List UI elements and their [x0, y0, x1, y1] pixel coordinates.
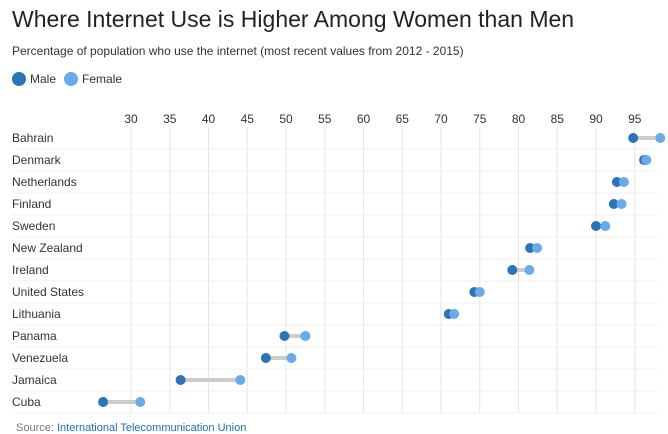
- x-tick-label-70: 70: [434, 112, 448, 126]
- male-point-panama: [279, 331, 290, 341]
- category-label-netherlands: Netherlands: [12, 175, 77, 189]
- category-label-finland: Finland: [12, 197, 51, 211]
- category-label-ireland: Ireland: [12, 263, 49, 277]
- female-point-new-zealand: [532, 243, 543, 253]
- female-point-united-states: [474, 287, 485, 297]
- x-tick-label-30: 30: [124, 112, 138, 126]
- female-point-panama: [300, 331, 311, 341]
- legend-marker-male: [12, 72, 26, 86]
- legend-label-female: Female: [82, 72, 123, 86]
- source-prefix: Source:: [16, 422, 57, 434]
- x-tick-label-35: 35: [163, 112, 177, 126]
- male-point-sweden: [591, 221, 601, 231]
- female-point-venezuela: [286, 353, 297, 363]
- x-tick-label-40: 40: [202, 112, 216, 126]
- male-point-ireland: [507, 265, 518, 275]
- female-point-ireland: [524, 265, 535, 275]
- category-label-united-states: United States: [12, 285, 84, 299]
- category-label-denmark: Denmark: [12, 153, 62, 167]
- female-point-bahrain: [655, 133, 666, 143]
- x-tick-label-85: 85: [551, 112, 565, 126]
- category-label-new-zealand: New Zealand: [12, 241, 83, 255]
- x-tick-label-95: 95: [628, 112, 642, 126]
- male-point-finland: [608, 199, 619, 209]
- category-label-panama: Panama: [12, 329, 57, 343]
- chart-title: Where Internet Use is Higher Among Women…: [12, 6, 575, 32]
- male-point-venezuela: [260, 353, 271, 363]
- female-point-sweden: [600, 221, 611, 231]
- x-tick-label-80: 80: [512, 112, 526, 126]
- legend-item-female[interactable]: Female: [64, 72, 122, 86]
- female-point-lithuania: [449, 309, 460, 319]
- legend-marker-female: [64, 72, 79, 86]
- category-label-bahrain: Bahrain: [12, 131, 53, 145]
- x-tick-label-60: 60: [357, 112, 371, 126]
- female-point-finland: [616, 199, 627, 209]
- x-tick-label-55: 55: [318, 112, 332, 126]
- x-tick-label-45: 45: [241, 112, 255, 126]
- category-label-cuba: Cuba: [12, 395, 41, 409]
- x-tick-label-65: 65: [396, 112, 410, 126]
- chart-subtitle: Percentage of population who use the int…: [12, 44, 464, 58]
- source-link[interactable]: International Telecommunication Union: [56, 422, 247, 434]
- female-point-denmark: [641, 155, 652, 165]
- source-note: Source: International Telecommunication …: [16, 423, 246, 434]
- x-tick-label-75: 75: [473, 112, 487, 126]
- female-point-netherlands: [618, 177, 629, 187]
- female-point-jamaica: [235, 375, 246, 385]
- category-label-jamaica: Jamaica: [12, 373, 57, 387]
- female-point-cuba: [135, 397, 146, 407]
- male-point-new-zealand: [525, 243, 536, 253]
- legend: Male Female: [12, 72, 130, 86]
- male-point-bahrain: [628, 133, 639, 143]
- x-tick-label-90: 90: [589, 112, 603, 126]
- x-tick-label-50: 50: [279, 112, 293, 126]
- male-point-netherlands: [611, 177, 622, 187]
- category-label-lithuania: Lithuania: [12, 307, 61, 321]
- legend-label-male: Male: [30, 72, 57, 86]
- male-point-cuba: [98, 397, 109, 407]
- category-label-sweden: Sweden: [12, 219, 55, 233]
- legend-item-male[interactable]: Male: [12, 72, 56, 86]
- category-label-venezuela: Venezuela: [12, 351, 68, 365]
- male-point-jamaica: [175, 375, 186, 385]
